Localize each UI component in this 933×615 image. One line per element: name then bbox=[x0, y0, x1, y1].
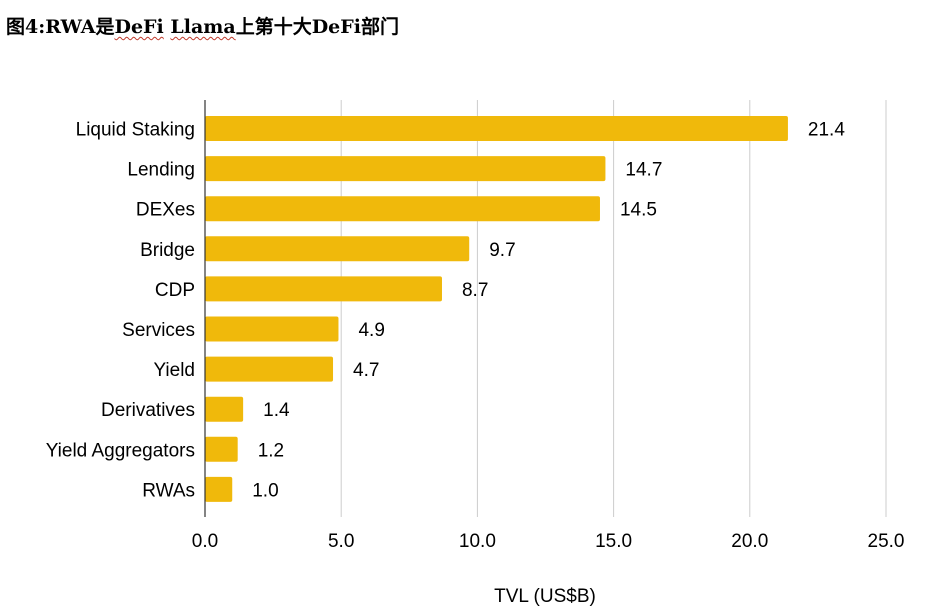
x-tick-label: 20.0 bbox=[731, 531, 768, 552]
category-label: Liquid Staking bbox=[76, 120, 195, 141]
value-label: 21.4 bbox=[808, 120, 845, 141]
value-label: 8.7 bbox=[462, 280, 488, 301]
category-label: RWAs bbox=[142, 480, 195, 501]
category-label: Lending bbox=[127, 160, 195, 181]
x-tick-label: 0.0 bbox=[192, 531, 218, 552]
category-label: Derivatives bbox=[101, 400, 195, 421]
value-label: 9.7 bbox=[489, 240, 515, 261]
title-prefix: 图4:RWA是 bbox=[6, 16, 115, 38]
bar bbox=[205, 236, 470, 262]
x-tick-label: 10.0 bbox=[459, 531, 496, 552]
category-label: CDP bbox=[155, 280, 195, 301]
bar bbox=[205, 316, 339, 342]
category-label: Bridge bbox=[140, 240, 195, 261]
title-defi: DeFi bbox=[114, 16, 164, 38]
bar bbox=[205, 436, 238, 462]
bar bbox=[205, 156, 606, 182]
bar bbox=[205, 476, 233, 502]
title-llama: Llama bbox=[170, 16, 236, 38]
value-label: 14.5 bbox=[620, 200, 657, 221]
bar bbox=[205, 276, 442, 302]
bar bbox=[205, 196, 600, 222]
bar bbox=[205, 356, 334, 382]
x-tick-labels: 0.0 5.0 10.0 15.0 20.0 25.0 bbox=[192, 531, 905, 552]
category-label: DEXes bbox=[136, 200, 195, 221]
title-suffix: 上第十大DeFi部门 bbox=[235, 16, 399, 38]
value-label: 4.9 bbox=[358, 320, 384, 341]
category-labels: Liquid Staking Lending DEXes Bridge CDP Servi… bbox=[46, 120, 195, 502]
bar bbox=[205, 116, 788, 141]
category-label: Yield bbox=[153, 360, 195, 381]
x-tick-label: 5.0 bbox=[328, 531, 354, 552]
page-title: 图4:RWA是DeFi Llama上第十大DeFi部门 bbox=[6, 12, 399, 39]
value-label: 1.0 bbox=[252, 480, 278, 501]
category-label: Yield Aggregators bbox=[46, 440, 195, 461]
bar bbox=[205, 396, 244, 422]
value-label: 4.7 bbox=[353, 360, 379, 381]
value-labels: 21.4 14.7 14.5 9.78.7 4.9 4.7 1.4 1.2 1.0 bbox=[252, 120, 845, 502]
x-axis-title: TVL (US$B) bbox=[494, 586, 596, 607]
value-label: 1.4 bbox=[263, 400, 290, 421]
x-tick-label: 15.0 bbox=[595, 531, 632, 552]
category-label: Services bbox=[122, 320, 195, 341]
bars bbox=[205, 116, 788, 502]
x-tick-label: 25.0 bbox=[868, 531, 905, 552]
value-label: 1.2 bbox=[258, 440, 284, 461]
value-label: 14.7 bbox=[625, 160, 662, 181]
